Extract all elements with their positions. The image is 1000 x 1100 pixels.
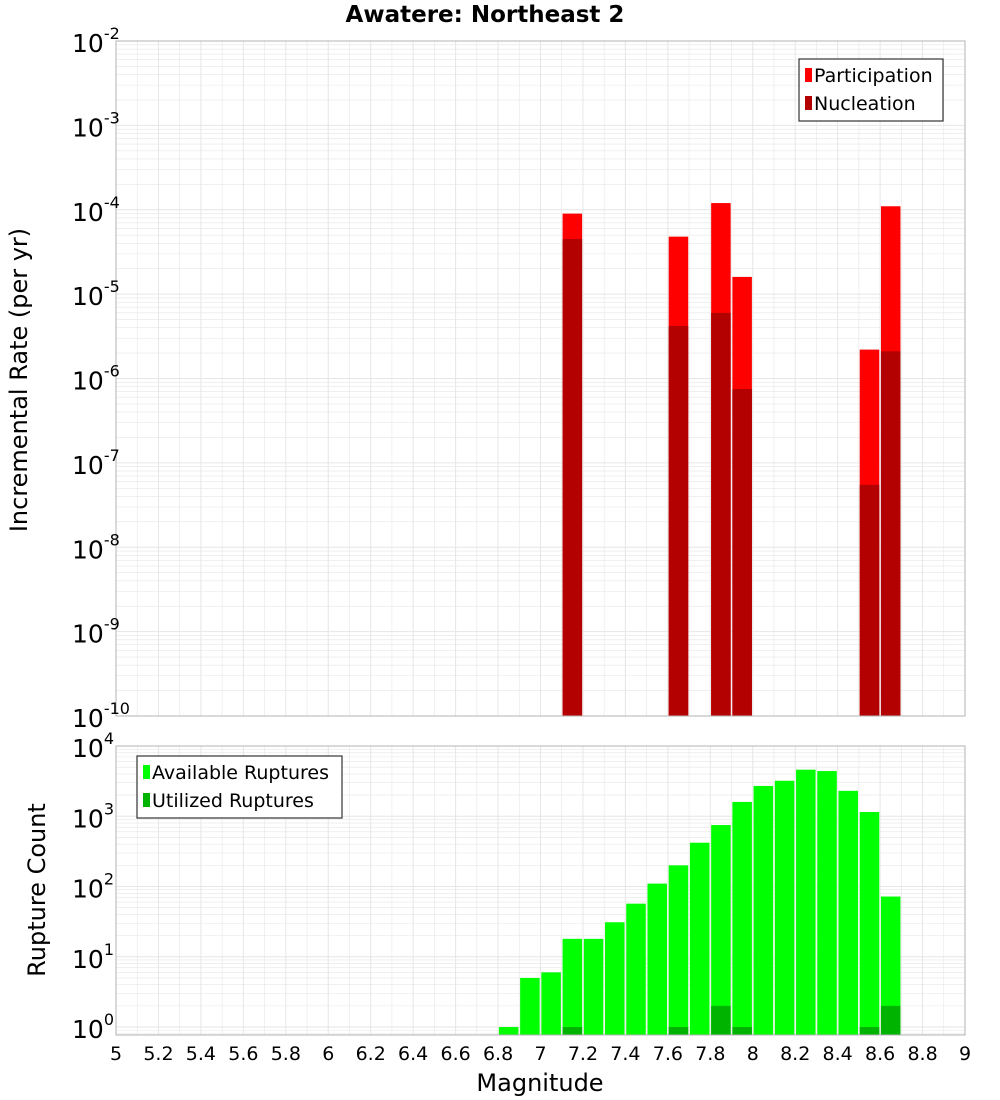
top-y-tick-label: 10-9 (72, 615, 120, 649)
x-tick-label: 5.4 (186, 1043, 216, 1065)
bottom-bar-available-ruptures (605, 922, 625, 1035)
top-y-tick-label: 10-8 (72, 530, 120, 564)
bottom-y-tick-label: 100 (72, 1010, 114, 1044)
bottom-legend-swatch (143, 793, 150, 807)
top-bar-nucleation (732, 389, 752, 716)
x-ticks: 5 5.2 5.4 5.6 5.8 6 6.2 6.4 6.6 6.8 7 7.2 7.4 7.6 7.8 8… (110, 1043, 971, 1065)
x-tick-label: 5.6 (228, 1043, 258, 1065)
x-tick-label: 6.6 (440, 1043, 470, 1065)
bottom-legend: Available Ruptures Utilized Ruptures (136, 755, 343, 819)
bottom-bar-utilized-ruptures (711, 1005, 731, 1035)
bottom-y-axis-label: Rupture Count (23, 803, 51, 977)
bottom-bar-available-ruptures (817, 771, 837, 1035)
top-grid (115, 40, 966, 717)
top-legend-swatch (805, 68, 812, 82)
bottom-bar-available-ruptures (647, 883, 668, 1035)
top-y-tick-label: 10-4 (72, 193, 120, 227)
bottom-bar-utilized-ruptures (859, 1027, 880, 1035)
bottom-bar-utilized-ruptures (562, 1027, 583, 1035)
top-bar-nucleation (880, 351, 901, 716)
x-tick-label: 7.2 (568, 1043, 598, 1065)
bottom-bar-available-ruptures (859, 811, 880, 1035)
top-legend-box (798, 58, 944, 122)
top-legend-swatch (805, 96, 812, 110)
bottom-bar-available-ruptures (753, 785, 774, 1035)
bottom-y-tick-label: 101 (72, 940, 114, 974)
top-y-tick-label: 10-3 (72, 108, 120, 142)
bottom-bar-available-ruptures (880, 896, 901, 1035)
x-tick-label: 8.2 (780, 1043, 810, 1065)
x-tick-label: 5 (110, 1043, 122, 1065)
x-tick-label: 8.8 (907, 1043, 937, 1065)
x-tick-label: 8.4 (823, 1043, 853, 1065)
x-tick-label: 7 (534, 1043, 546, 1065)
bottom-y-ticks: 100 101 102 103 104 (72, 729, 114, 1044)
top-bar-nucleation (562, 239, 583, 716)
bottom-bars (498, 769, 901, 1035)
bottom-legend-label: Utilized Ruptures (152, 790, 314, 812)
x-tick-label: 7.8 (695, 1043, 725, 1065)
x-tick-label: 6.8 (483, 1043, 513, 1065)
x-tick-label: 7.6 (653, 1043, 683, 1065)
bottom-bar-available-ruptures (626, 903, 646, 1035)
bottom-bar-available-ruptures (583, 938, 604, 1035)
x-tick-label: 6 (322, 1043, 334, 1065)
x-tick-label: 5.2 (143, 1043, 173, 1065)
bottom-bar-available-ruptures (520, 977, 540, 1035)
bottom-y-tick-label: 103 (72, 799, 114, 833)
top-bar-nucleation (859, 484, 880, 716)
bottom-bar-utilized-ruptures (668, 1027, 689, 1035)
bottom-bar-available-ruptures (711, 825, 731, 1035)
bottom-legend-swatch (143, 765, 150, 779)
bottom-bar-utilized-ruptures (880, 1005, 901, 1035)
bottom-bar-available-ruptures (562, 938, 583, 1035)
x-tick-label: 9 (959, 1043, 971, 1065)
bottom-y-tick-label: 102 (72, 870, 114, 904)
x-tick-label: 8 (747, 1043, 759, 1065)
top-legend: Participation Nucleation (798, 58, 944, 122)
top-legend-label: Participation (814, 65, 933, 87)
x-tick-label: 5.8 (271, 1043, 301, 1065)
top-frame (115, 40, 966, 717)
top-y-axis-label: Incremental Rate (per yr) (5, 228, 33, 532)
top-y-tick-label: 10-2 (72, 24, 120, 58)
bottom-bar-available-ruptures (774, 780, 795, 1035)
top-bar-nucleation (668, 325, 689, 716)
top-y-tick-label: 10-5 (72, 277, 120, 311)
chart-title: Awatere: Northeast 2 (346, 2, 625, 28)
top-y-ticks: 10-10 10-9 10-8 10-7 10-6 10-5 10-4 10-3 10-2 (72, 24, 130, 733)
top-y-tick-label: 10-10 (72, 699, 130, 733)
bottom-y-tick-label: 104 (72, 729, 114, 763)
bottom-bar-available-ruptures (689, 842, 710, 1035)
top-bars (562, 203, 901, 717)
bottom-frame (115, 745, 966, 1036)
bottom-bar-available-ruptures (668, 865, 689, 1035)
x-axis-label: Magnitude (476, 1069, 603, 1097)
bottom-bar-available-ruptures (796, 769, 816, 1035)
top-y-tick-label: 10-7 (72, 446, 120, 480)
top-bar-nucleation (711, 312, 731, 716)
top-y-tick-label: 10-6 (72, 362, 120, 396)
x-tick-label: 6.4 (398, 1043, 428, 1065)
bottom-bar-available-ruptures (732, 801, 752, 1035)
top-legend-label: Nucleation (814, 93, 916, 115)
x-tick-label: 7.4 (610, 1043, 640, 1065)
bottom-legend-box (136, 755, 343, 819)
bottom-bar-available-ruptures (838, 790, 859, 1035)
bottom-bar-available-ruptures (541, 972, 561, 1035)
bottom-bar-utilized-ruptures (732, 1027, 752, 1035)
bottom-bar-available-ruptures (498, 1027, 519, 1035)
x-tick-label: 8.6 (865, 1043, 895, 1065)
bottom-legend-label: Available Ruptures (152, 762, 329, 784)
x-tick-label: 6.2 (356, 1043, 386, 1065)
